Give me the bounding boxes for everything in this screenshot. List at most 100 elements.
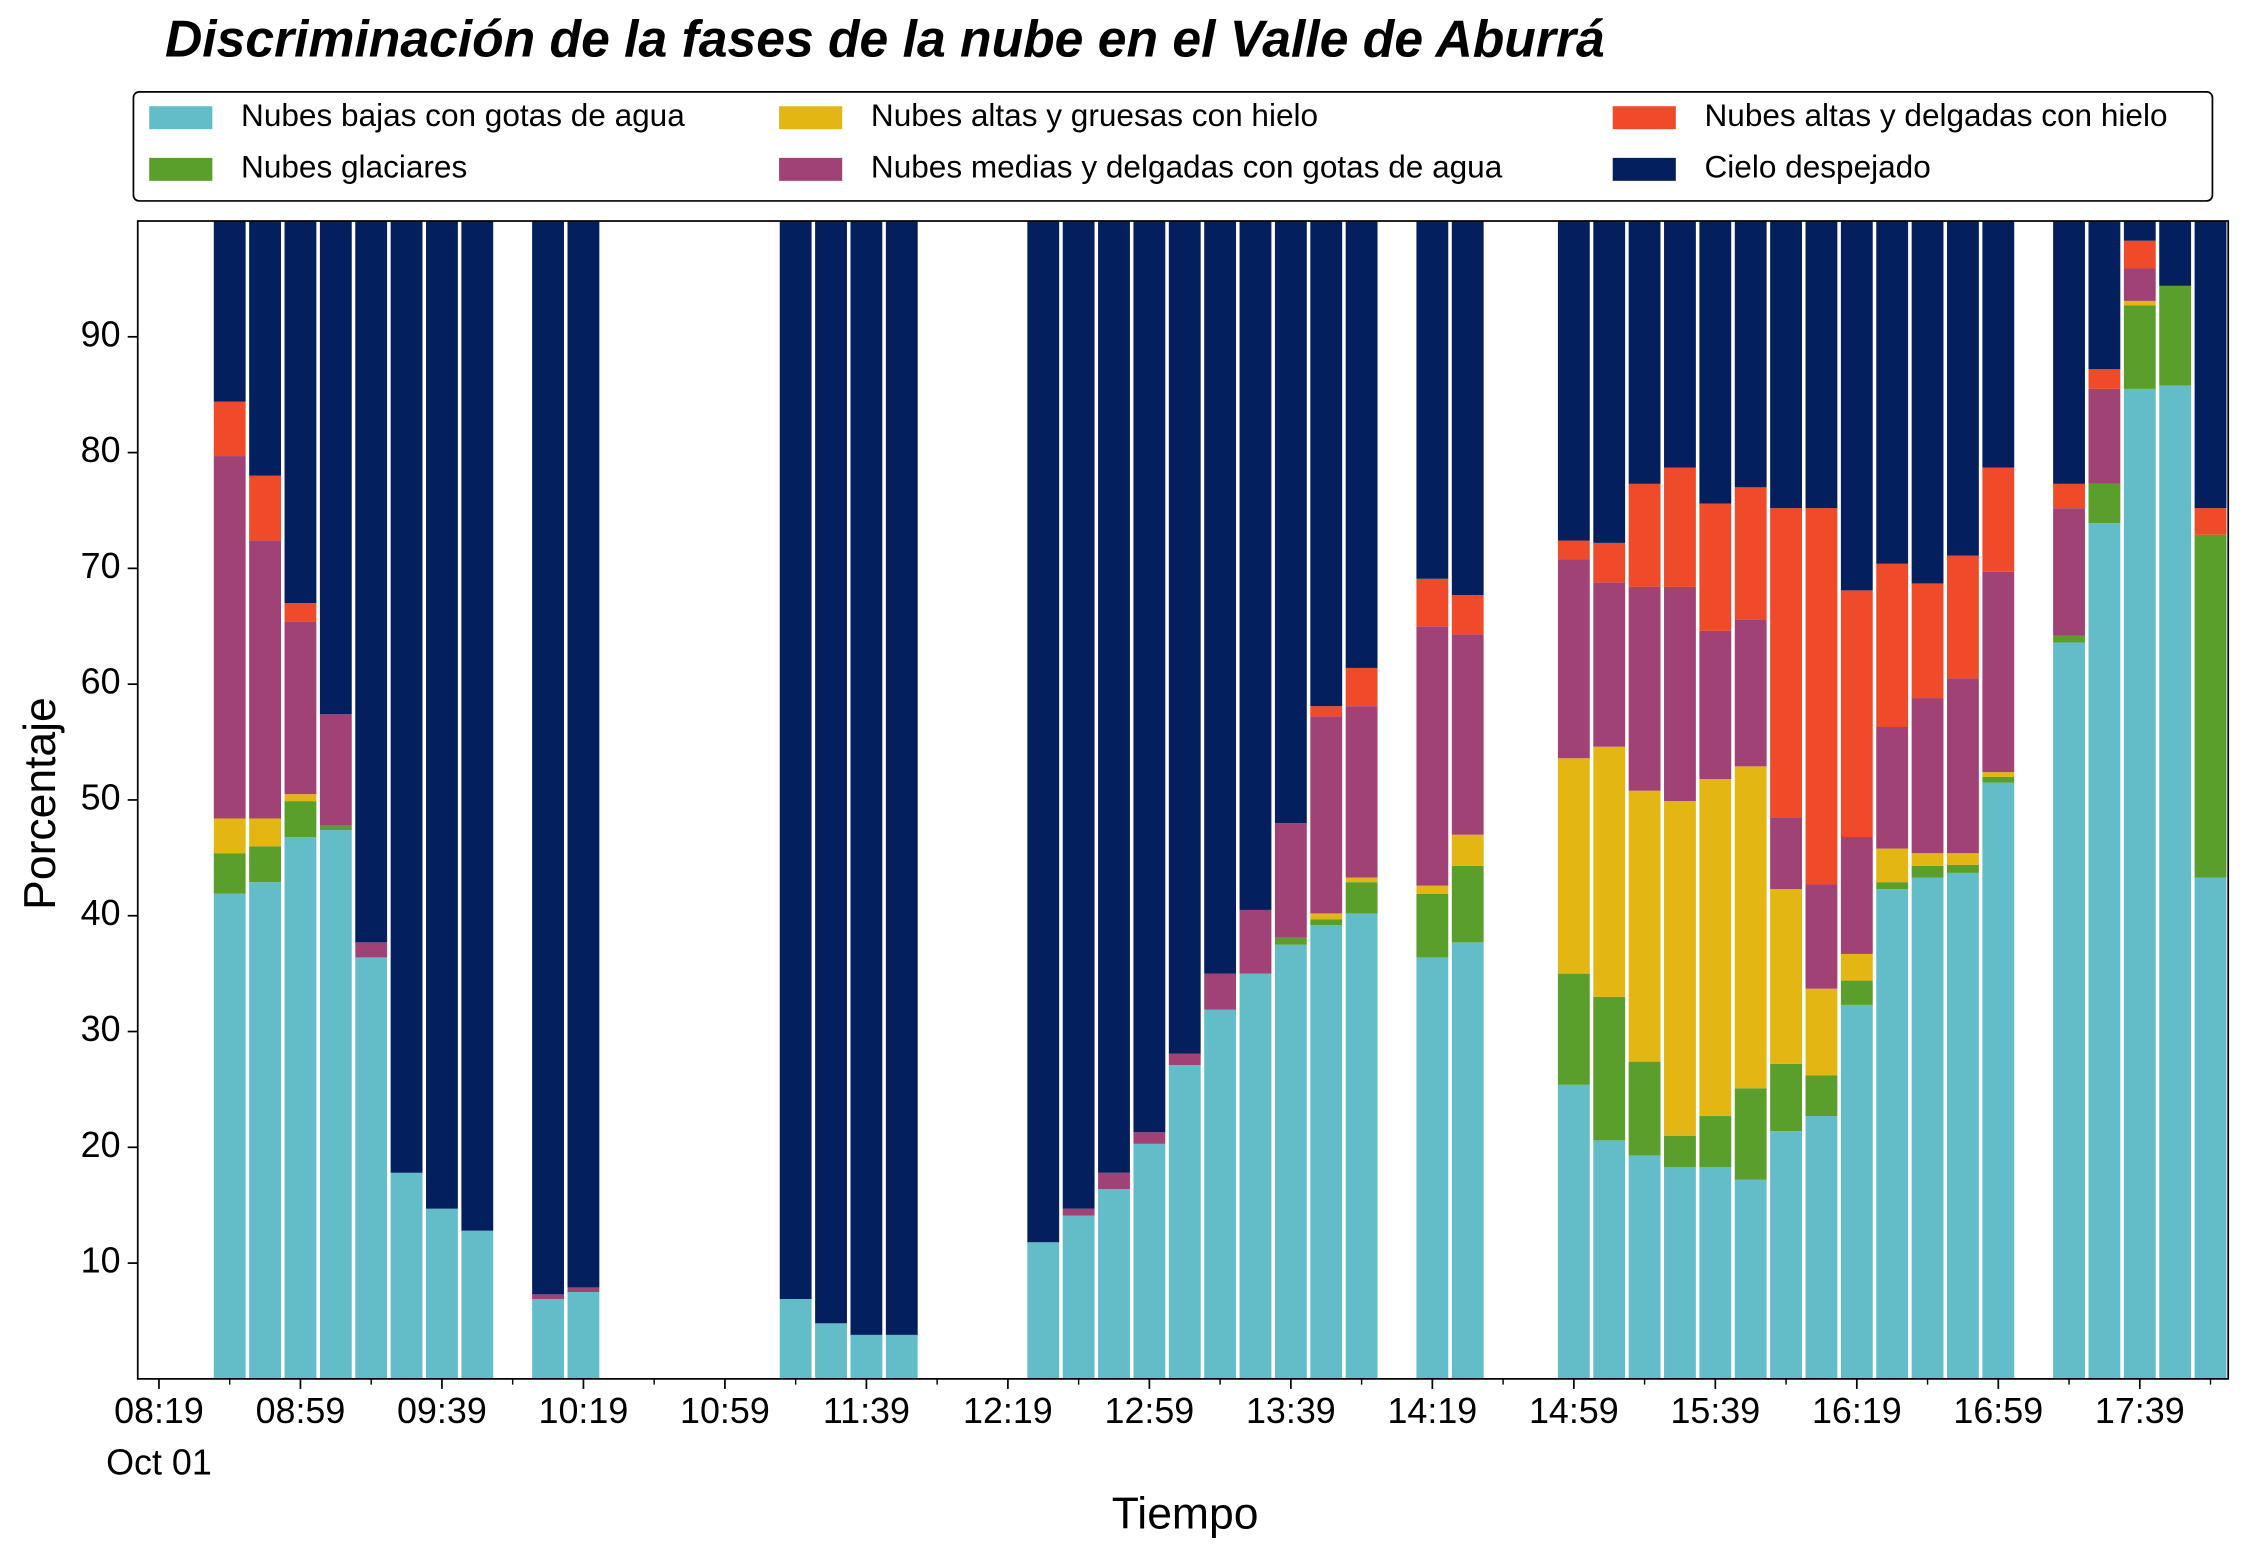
bar-segment — [850, 1334, 883, 1379]
bar-segment — [355, 221, 388, 943]
bar-segment — [1557, 540, 1590, 560]
y-tick-label: 40 — [81, 893, 121, 933]
bar-segment — [1062, 1208, 1095, 1216]
bar-segment — [1770, 817, 1802, 890]
bar-segment — [1734, 487, 1767, 620]
bar-segment — [1557, 221, 1590, 541]
bar-segment — [249, 882, 281, 1379]
x-tick-label: 15:39 — [1670, 1391, 1760, 1431]
bar-segment — [1274, 944, 1307, 1379]
y-tick-label: 50 — [81, 777, 121, 817]
x-tick-label: 16:19 — [1812, 1391, 1902, 1431]
bar-segment — [461, 1230, 494, 1379]
bar-segment — [1876, 726, 1909, 849]
bar-segment — [2123, 300, 2156, 306]
x-tick-label: 08:19 — [114, 1391, 204, 1431]
legend-swatch — [1612, 157, 1676, 181]
bar-segment — [390, 221, 423, 1173]
bar-segment — [1876, 563, 1909, 727]
bar-segment — [532, 1294, 564, 1299]
bar-segment — [1027, 1242, 1060, 1379]
bar-segment — [2123, 388, 2156, 1379]
bar-segment — [1416, 885, 1449, 894]
x-tick-label: 10:59 — [680, 1391, 770, 1431]
bar-segment — [1840, 980, 1873, 1005]
bar-segment — [1062, 1215, 1095, 1379]
bar-segment — [355, 957, 388, 1379]
bar-segment — [567, 1287, 600, 1293]
bar-segment — [249, 846, 281, 883]
bar-segment — [319, 714, 352, 826]
bar-segment — [2088, 388, 2121, 484]
bar-segment — [461, 221, 494, 1231]
y-tick-label: 80 — [81, 430, 121, 470]
bar-segment — [1451, 634, 1484, 835]
bar-segment — [213, 818, 246, 854]
bar-segment — [284, 801, 317, 837]
bar-segment — [284, 836, 317, 1379]
bar-segment — [1345, 877, 1378, 883]
bar-segment — [1062, 221, 1095, 1209]
bar-segment — [1098, 1188, 1130, 1379]
bar-segment — [2123, 221, 2156, 241]
bar-segment — [1840, 1004, 1873, 1379]
bar-segment — [532, 221, 564, 1295]
bar-segment — [1274, 221, 1307, 824]
bar-segment — [1593, 1140, 1626, 1379]
legend-swatch — [779, 106, 843, 130]
bar-segment — [1876, 221, 1909, 564]
bar-segment — [2194, 534, 2227, 878]
bar-segment — [1805, 988, 1838, 1076]
bar-segment — [1557, 973, 1590, 1085]
bar-segment — [1274, 937, 1307, 945]
bar-segment — [1345, 913, 1378, 1379]
bar-segment — [1770, 1063, 1802, 1132]
bar-segment — [1947, 864, 1979, 873]
bar-segment — [1557, 758, 1590, 974]
bar-segment — [1133, 1132, 1166, 1144]
bar-segment — [2053, 483, 2085, 509]
bar-segment — [815, 221, 847, 1324]
legend-swatch — [779, 157, 843, 181]
bar-segment — [1239, 221, 1272, 910]
bar-segment — [1593, 996, 1626, 1141]
bar-segment — [2088, 523, 2121, 1379]
legend-label: Cielo despejado — [1705, 149, 1931, 185]
bar-segment — [1876, 848, 1909, 883]
legend-label: Nubes medias y delgadas con gotas de agu… — [871, 149, 1503, 185]
legend-label: Nubes glaciares — [241, 149, 467, 185]
bar-segment — [249, 475, 281, 541]
bar-segment — [1557, 559, 1590, 759]
bar-segment — [249, 818, 281, 847]
bar-segment — [1168, 1065, 1201, 1379]
bar-segment — [850, 221, 883, 1335]
bar-segment — [1840, 221, 1873, 591]
bar-segment — [2053, 221, 2085, 484]
bar-segment — [1911, 583, 1944, 699]
bar-segment — [1664, 586, 1696, 802]
bar-segment — [213, 893, 246, 1379]
x-tick-label: 17:39 — [2095, 1391, 2185, 1431]
bar-segment — [1664, 1135, 1696, 1167]
x-tick-label: 08:59 — [256, 1391, 346, 1431]
bar-segment — [1451, 221, 1484, 596]
bar-segment — [2194, 221, 2227, 509]
bar-segment — [1770, 889, 1802, 1064]
bar-segment — [1345, 882, 1378, 914]
y-tick-label: 70 — [81, 546, 121, 586]
bar-segment — [1664, 221, 1696, 468]
bar-segment — [1098, 221, 1130, 1173]
bar-segment — [1664, 1166, 1696, 1379]
legend-label: Nubes altas y delgadas con hielo — [1705, 97, 2168, 133]
bar-segment — [1734, 619, 1767, 767]
bar-segment — [779, 221, 812, 1299]
bar-segment — [1805, 884, 1838, 989]
x-tick-label: 14:59 — [1529, 1391, 1619, 1431]
bar-segment — [2053, 642, 2085, 1379]
bar-segment — [1239, 909, 1272, 974]
bar-segment — [1557, 1084, 1590, 1379]
bar-segment — [1840, 836, 1873, 954]
bar-segment — [1770, 221, 1802, 509]
bar-segment — [284, 221, 317, 604]
